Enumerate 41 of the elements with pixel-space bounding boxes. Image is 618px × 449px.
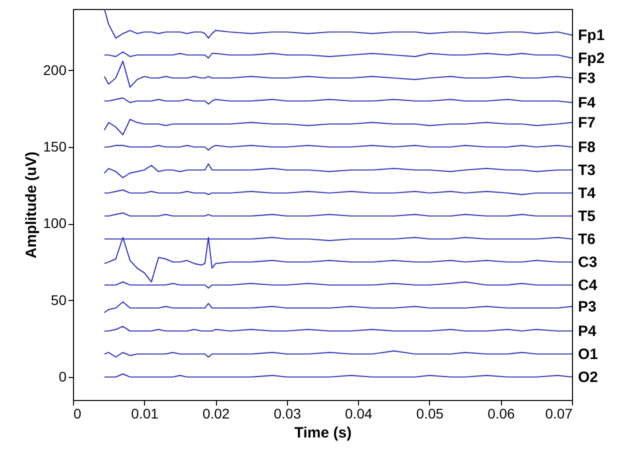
line-series — [104, 9, 572, 39]
x-tick-label: 0 — [74, 406, 82, 422]
series-label: F4 — [578, 94, 596, 112]
y-tick-label: 50 — [50, 292, 67, 308]
series-label: C3 — [578, 254, 598, 271]
series-label: O2 — [578, 369, 598, 386]
series-label: T5 — [578, 208, 596, 225]
line-series — [104, 350, 572, 358]
series-label: P3 — [578, 298, 596, 316]
x-tick-label: 0.06 — [488, 406, 516, 422]
line-series — [104, 281, 572, 289]
x-tick-label: 0.01 — [131, 406, 159, 422]
line-series — [104, 163, 572, 178]
y-axis-title: Amplitude (uV) — [23, 152, 40, 258]
series-label: O1 — [578, 346, 598, 363]
line-series — [104, 51, 572, 59]
y-tick-label: 150 — [43, 138, 67, 154]
series-label: Fp1 — [578, 27, 605, 44]
series-label: F8 — [578, 139, 596, 156]
series-label: T4 — [578, 185, 596, 202]
x-axis-title: Time (s) — [294, 424, 352, 442]
y-tick-label: 0 — [58, 368, 67, 384]
x-tick-label: 0.07 — [545, 406, 573, 422]
series-label: F7 — [578, 114, 596, 132]
x-tick-label: 0.03 — [274, 406, 302, 422]
series-label: Fp2 — [578, 50, 605, 68]
series-label: T6 — [578, 231, 596, 248]
y-tick-label: 200 — [43, 62, 67, 78]
x-tick-label: 0.05 — [416, 406, 444, 422]
line-series — [104, 301, 572, 314]
line-series — [104, 118, 572, 136]
line-series — [104, 97, 572, 105]
series-label: C4 — [578, 277, 598, 294]
line-series — [104, 236, 572, 282]
series-label: P4 — [578, 323, 598, 340]
series-label: F3 — [578, 70, 596, 87]
line-series — [104, 60, 572, 88]
x-tick-label: 0.02 — [202, 406, 230, 422]
series-label: T3 — [578, 162, 596, 179]
y-tick-label: 100 — [43, 215, 67, 232]
x-tick-label: 0.04 — [345, 406, 372, 422]
